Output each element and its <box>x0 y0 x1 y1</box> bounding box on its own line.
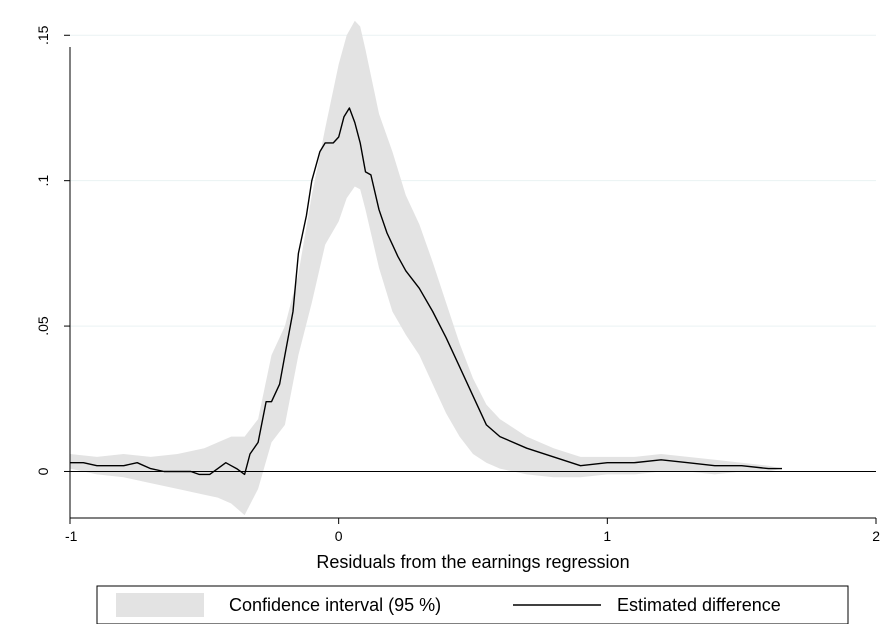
estimate-line-layer <box>70 107 782 476</box>
y-tick-label-0: 0 <box>35 467 51 475</box>
estimated-difference-line-0 <box>70 107 782 476</box>
y-tick-label-1: .05 <box>35 316 51 336</box>
legend: Confidence interval (95 %) Estimated dif… <box>96 585 849 624</box>
legend-box <box>96 585 849 624</box>
x-tick-label-2: 1 <box>603 528 611 544</box>
grid-layer <box>70 34 876 327</box>
x-axis-title: Residuals from the earnings regression <box>316 552 629 572</box>
x-tick-label-0: -1 <box>65 528 78 544</box>
x-tick-label-3: 2 <box>872 528 880 544</box>
x-tick-label-1: 0 <box>335 528 343 544</box>
axes-layer <box>69 47 876 519</box>
confidence-band-layer <box>70 20 782 516</box>
y-tick-label-2: .1 <box>35 175 51 187</box>
legend-band-swatch <box>116 593 204 617</box>
legend-band-label: Confidence interval (95 %) <box>229 595 441 615</box>
y-tick-label-3: .15 <box>35 25 51 45</box>
confidence-interval-band <box>70 20 782 516</box>
ticks-layer: 0 .05 .1 .15 -1 0 1 2 <box>35 25 880 544</box>
legend-line-label: Estimated difference <box>617 595 781 615</box>
